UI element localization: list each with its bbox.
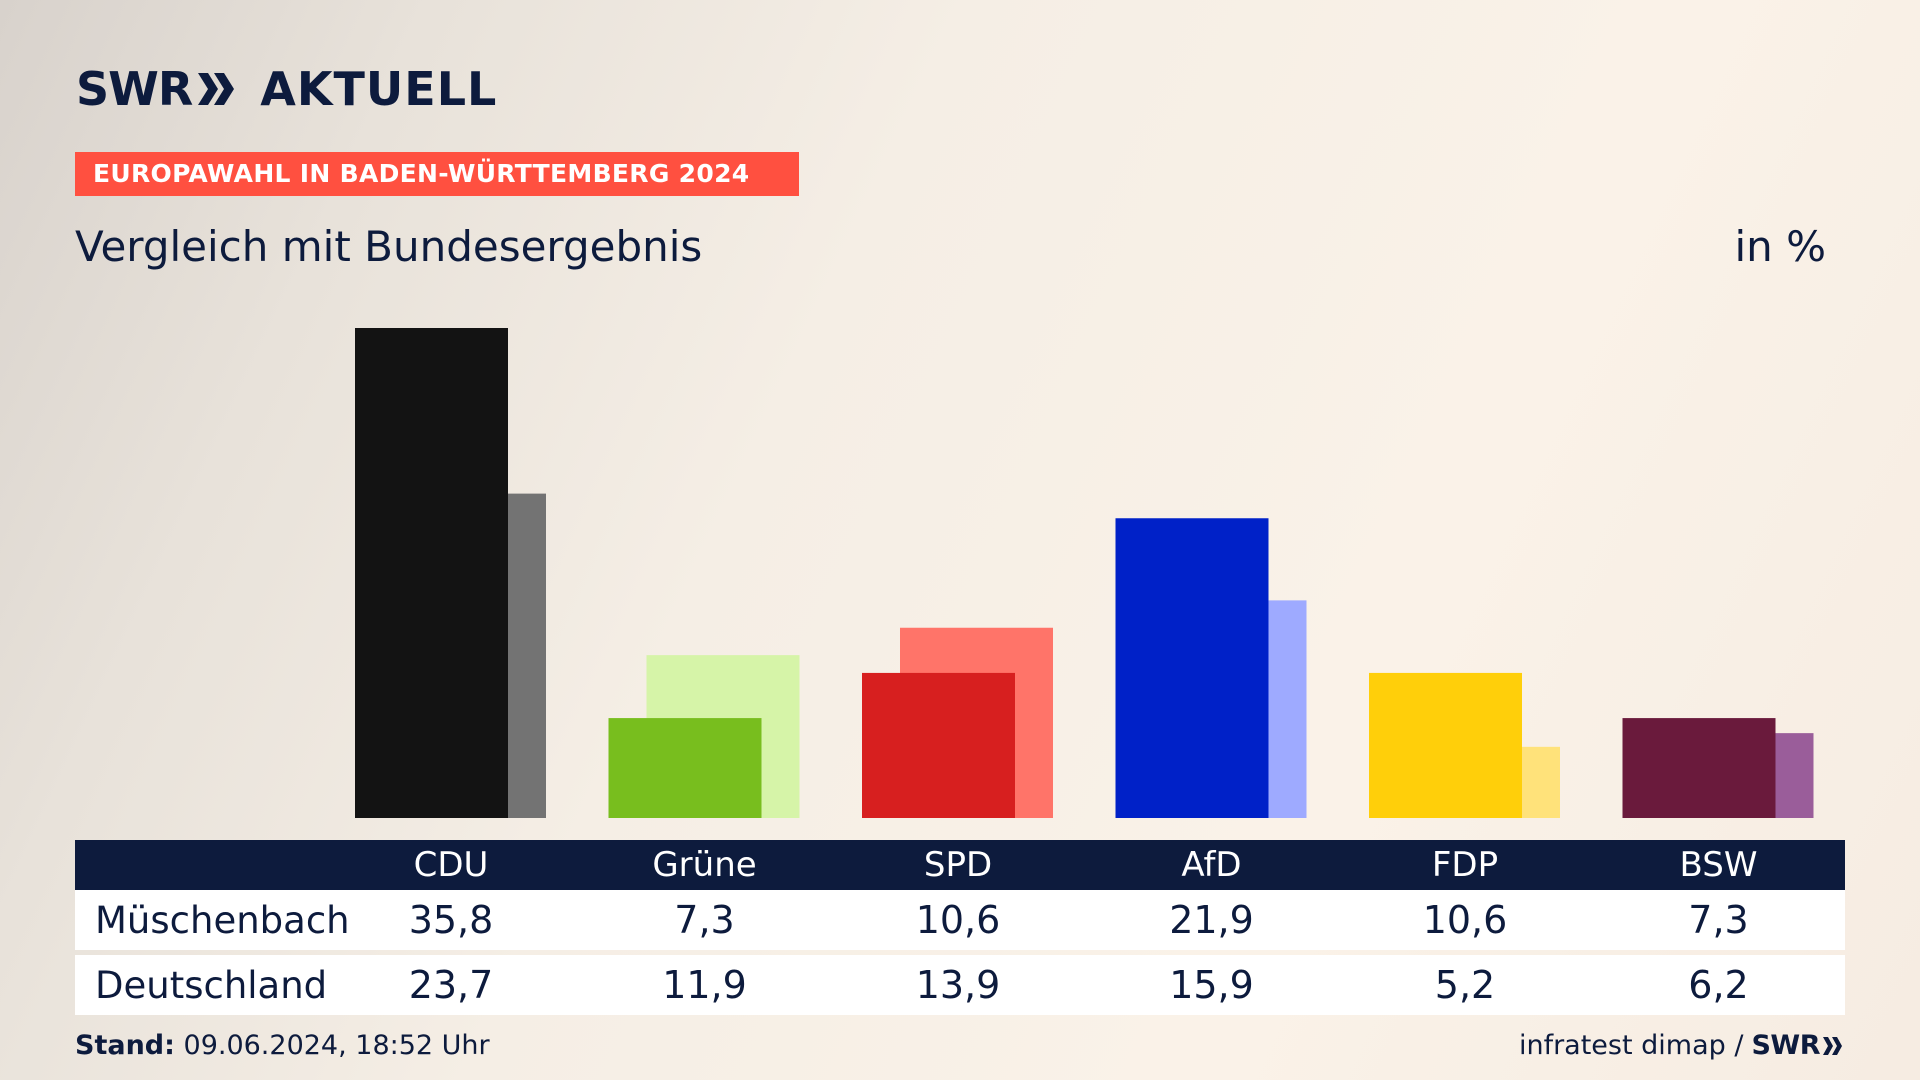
timestamp: Stand: 09.06.2024, 18:52 Uhr — [75, 1030, 490, 1061]
table-cell: 11,9 — [662, 963, 747, 1007]
bar-local-bsw — [1622, 718, 1776, 818]
table-row: Deutschland 23,7 11,9 13,9 15,9 5,2 6,2 — [75, 955, 1845, 1015]
table-cell: 13,9 — [915, 963, 1001, 1007]
election-banner: EUROPAWAHL IN BADEN-WÜRTTEMBERG 2024 — [75, 152, 799, 196]
bar-local-afd — [1115, 518, 1269, 818]
table-cell: 10,6 — [1422, 898, 1508, 942]
row-label-local: Müschenbach — [95, 898, 350, 942]
table-cell: 7,3 — [1688, 898, 1749, 942]
table-cell: 23,7 — [408, 963, 494, 1007]
bar-local-fdp — [1369, 672, 1522, 818]
double-chevron-right-icon — [1823, 1036, 1842, 1055]
double-chevron-right-icon — [198, 73, 235, 105]
chart-subtitle: Vergleich mit Bundesergebnis — [75, 222, 703, 271]
table-cell: 35,8 — [408, 898, 494, 942]
table-cell: 6,2 — [1688, 963, 1749, 1007]
source-credit: infratest dimap / SWR — [1519, 1030, 1844, 1061]
bar-local-spd — [862, 672, 1015, 818]
table-cell: 10,6 — [915, 898, 1001, 942]
bar-local-gruene — [608, 718, 762, 818]
results-table: CDU Grüne SPD AfD FDP BSW Müschenbach 35… — [75, 840, 1845, 1015]
row-label-national: Deutschland — [95, 963, 328, 1007]
source-brand: SWR — [1751, 1030, 1820, 1061]
table-cell: 21,9 — [1169, 898, 1254, 942]
stand-value: 09.06.2024, 18:52 Uhr — [183, 1030, 490, 1061]
brand-swr: SWR — [76, 62, 193, 116]
header-fdp: FDP — [1431, 845, 1499, 885]
header-cdu: CDU — [413, 845, 489, 885]
header-afd: AfD — [1181, 845, 1242, 885]
table-cell: 5,2 — [1434, 963, 1496, 1007]
table-header-row: CDU Grüne SPD AfD FDP BSW — [75, 840, 1845, 890]
header-gruene: Grüne — [652, 845, 757, 885]
header-bsw: BSW — [1679, 845, 1758, 885]
header-spd: SPD — [923, 845, 993, 885]
unit-label: in % — [1734, 222, 1826, 271]
source-text: infratest dimap / — [1518, 1030, 1744, 1061]
bar-local-cdu — [355, 328, 508, 818]
table-row: Müschenbach 35,8 7,3 10,6 21,9 10,6 7,3 — [75, 890, 1845, 950]
brand-aktuell: AKTUELL — [260, 62, 498, 116]
stand-label: Stand: — [75, 1030, 175, 1061]
table-cell: 7,3 — [674, 898, 735, 942]
swr-aktuell-logo: SWR AKTUELL — [76, 66, 497, 112]
table-cell: 15,9 — [1169, 963, 1254, 1007]
